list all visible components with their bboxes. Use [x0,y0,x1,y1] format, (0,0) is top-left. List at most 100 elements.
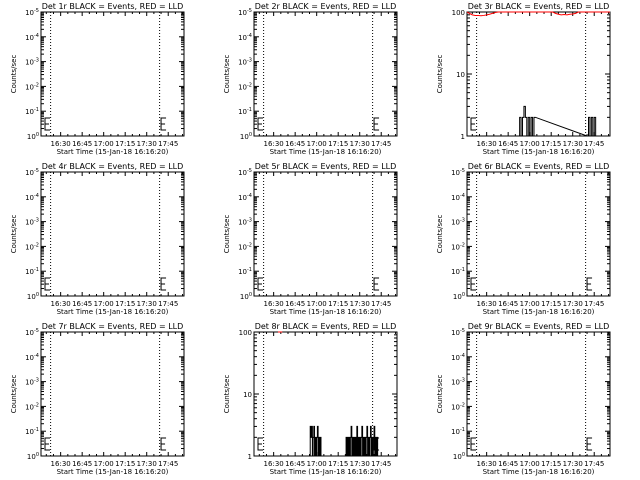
x-tick-label: 16:45 [498,460,518,468]
plot-frame [253,171,398,297]
plot-panel-6: Det 6r BLACK = Events, RED = LLD 16:30 16:… [436,162,611,316]
y-tick-label: 10-1 [451,267,465,276]
y-tick-label: 10-1 [25,267,39,276]
x-tick-label: 17:15 [328,140,348,148]
plot-frame [466,331,611,457]
plot-panel-8: Det 8r BLACK = Events, RED = LLD 16:30 16:… [223,322,398,476]
bracket-marker [257,437,263,451]
x-tick-label: 17:30 [350,140,370,148]
plot-frame [40,171,185,297]
x-tick-label: 16:30 [264,300,284,308]
y-tick-label: 10-1 [238,267,252,276]
bracket-marker [257,277,263,291]
x-tick-label: 16:30 [51,140,71,148]
x-tick-label: 16:45 [285,460,305,468]
bracket-marker [44,277,50,291]
x-tick-label: 17:45 [371,140,391,148]
x-tick-label: 17:15 [115,460,135,468]
x-tick-label: 17:30 [350,300,370,308]
plot-title: Det 2r BLACK = Events, RED = LLD [255,2,397,11]
y-tick-label: 10-1 [25,107,39,116]
y-tick-label: 10-5 [25,168,39,177]
y-tick-label: 10-3 [25,58,39,67]
y-tick-label: 10-4 [25,193,39,202]
x-tick-label: 17:45 [371,300,391,308]
plot-panel-9: Det 9r BLACK = Events, RED = LLD 16:30 16:… [436,322,611,476]
x-tick-label: 17:30 [137,140,157,148]
x-tick-label: 17:00 [94,300,114,308]
x-tick-label: 17:30 [563,140,583,148]
y-tick-label: 10-2 [238,242,252,251]
y-tick-label: 1 [248,453,252,461]
x-tick-label: 17:30 [563,460,583,468]
plot-frame [253,11,398,137]
x-tick-label: 16:45 [498,300,518,308]
bracket-marker [160,117,167,131]
y-tick-label: 10-2 [25,242,39,251]
y-tick-label: 100 [453,292,465,301]
x-tick-label: 16:45 [72,140,92,148]
y-axis-label: Counts/sec [223,375,231,414]
x-tick-label: 16:45 [498,140,518,148]
y-tick-label: 10-5 [451,168,465,177]
bracket-marker [586,277,593,291]
y-tick-label: 100 [452,9,465,17]
x-tick-label: 17:15 [328,300,348,308]
y-axis-label: Counts/sec [436,375,444,414]
y-tick-label: 100 [239,329,252,337]
x-axis-label: Start Time (15-Jan-18 16:16:20) [57,148,169,156]
y-axis-label: Counts/sec [436,55,444,94]
y-tick-label: 10-3 [451,378,465,387]
bracket-marker [470,437,476,451]
y-tick-label: 10-2 [25,402,39,411]
y-tick-label: 10-4 [451,193,465,202]
y-tick-label: 10-5 [451,328,465,337]
bracket-marker [373,117,380,131]
y-tick-label: 10-3 [25,378,39,387]
y-axis-label: Counts/sec [10,375,18,414]
x-tick-label: 17:00 [307,140,327,148]
y-tick-label: 10-5 [25,8,39,17]
x-tick-label: 16:45 [285,300,305,308]
x-axis-label: Start Time (15-Jan-18 16:16:20) [270,148,382,156]
x-axis-label: Start Time (15-Jan-18 16:16:20) [483,308,595,316]
y-axis-label: Counts/sec [10,55,18,94]
x-tick-label: 16:30 [51,300,71,308]
x-tick-label: 17:45 [158,460,178,468]
y-tick-label: 10-2 [451,242,465,251]
y-tick-label: 10-2 [238,82,252,91]
bracket-marker [586,437,593,451]
x-tick-label: 17:45 [584,460,604,468]
plot-panel-7: Det 7r BLACK = Events, RED = LLD 16:30 16:… [10,322,185,476]
x-tick-label: 17:30 [350,460,370,468]
plot-title: Det 6r BLACK = Events, RED = LLD [468,162,610,171]
x-tick-label: 16:30 [477,300,497,308]
y-tick-label: 100 [27,292,39,301]
x-tick-label: 17:15 [328,460,348,468]
x-tick-label: 17:15 [541,460,561,468]
y-tick-label: 100 [27,132,39,141]
y-tick-label: 10-1 [451,427,465,436]
series-line-2 [309,425,322,457]
plot-panel-2: Det 2r BLACK = Events, RED = LLD 16:30 16:… [223,2,398,156]
y-axis-label: Counts/sec [223,215,231,254]
plot-panel-3: Det 3r BLACK = Events, RED = LLD 16:30 16:… [436,2,611,156]
x-tick-label: 17:00 [94,140,114,148]
bracket-marker [470,277,476,291]
x-tick-label: 17:15 [541,140,561,148]
bracket-marker [470,117,476,131]
y-tick-label: 100 [240,292,252,301]
plot-title: Det 8r BLACK = Events, RED = LLD [255,322,397,331]
y-tick-label: 10-4 [238,33,252,42]
plot-panel-4: Det 4r BLACK = Events, RED = LLD 16:30 16:… [10,162,185,316]
plot-title: Det 3r BLACK = Events, RED = LLD [468,2,610,11]
plot-frame [40,331,185,457]
x-tick-label: 17:00 [94,460,114,468]
bracket-marker [44,437,50,451]
x-tick-label: 17:30 [137,460,157,468]
y-tick-label: 10-5 [25,328,39,337]
plot-title: Det 4r BLACK = Events, RED = LLD [42,162,184,171]
y-tick-label: 10-3 [238,218,252,227]
y-axis-label: Counts/sec [223,55,231,94]
